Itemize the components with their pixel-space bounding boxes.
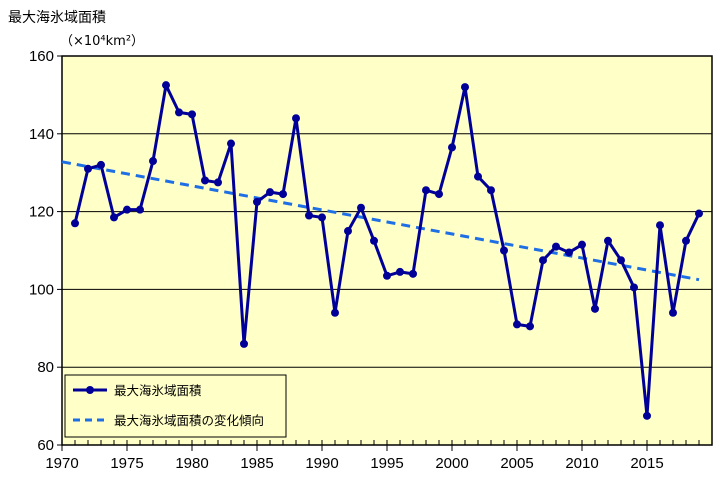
data-point [695,209,703,218]
data-point [422,186,430,195]
x-tick-label: 2000 [435,455,468,472]
x-axis-minor-ticks [74,440,700,445]
data-point [71,219,79,228]
trend-line [61,160,700,282]
data-point [643,411,651,420]
data-point [344,227,352,236]
data-point [188,110,196,119]
data-point [461,83,469,92]
data-point [175,108,183,117]
data-point [487,186,495,195]
data-point [409,269,417,278]
data-point [97,160,105,169]
data-point [357,203,365,212]
data-point [474,172,482,181]
trend-layer [61,160,700,282]
data-point [162,81,170,90]
data-point [331,308,339,317]
data-point [435,190,443,199]
data-point [292,114,300,123]
data-point [656,221,664,230]
data-point [214,178,222,187]
data-point [500,246,508,255]
data-point [123,205,131,214]
legend-label-series: 最大海氷域面積 [114,383,202,398]
legend-label-trend: 最大海氷域面積の変化傾向 [114,413,264,428]
data-point [669,308,677,317]
data-point [396,267,404,276]
y-axis-ticks: 60 80 100 120 140 160 [29,48,62,454]
legend: 最大海氷域面積 最大海氷域面積の変化傾向 [64,374,287,438]
data-point [539,256,547,265]
data-point [110,213,118,222]
y-tick-label: 80 [37,359,54,376]
y-tick-label: 100 [29,281,54,298]
data-point [149,157,157,166]
data-point [318,213,326,222]
data-point [578,240,586,249]
x-tick-label: 1975 [110,455,143,472]
x-tick-label: 1995 [370,455,403,472]
x-tick-label: 1980 [175,455,208,472]
y-tick-label: 120 [29,204,54,221]
data-point [565,248,573,257]
data-point [253,197,261,206]
y-tick-label: 60 [37,437,54,454]
y-axis-label: 最大海氷域面積 [8,10,106,26]
y-tick-label: 140 [29,126,54,143]
x-axis-ticks: 1970 1975 1980 1985 1990 1995 2000 2005 2010 2015 [45,445,664,472]
data-point [266,188,274,197]
y-tick-label: 160 [29,48,54,65]
data-point [604,236,612,245]
data-point [240,339,248,348]
x-tick-label: 2010 [565,455,598,472]
data-point [526,322,534,331]
x-tick-label: 2005 [500,455,533,472]
data-point [136,205,144,214]
data-point [84,164,92,173]
data-point [279,190,287,199]
data-point [305,211,313,220]
legend-box [64,374,287,438]
data-point [513,320,521,329]
data-point [552,242,560,251]
x-tick-label: 1970 [45,455,78,472]
x-tick-label: 2015 [630,455,663,472]
series-layer [71,81,703,420]
legend-series-marker [86,386,94,394]
data-point [201,176,209,185]
data-point [383,271,391,280]
data-point [227,139,235,148]
data-point [682,236,690,245]
data-point [370,236,378,245]
x-tick-label: 1985 [240,455,273,472]
data-point [448,143,456,152]
x-tick-label: 1990 [305,455,338,472]
gridlines [62,133,712,368]
data-point [591,304,599,313]
y-axis-unit: （×10⁴km²） [60,34,144,49]
data-point [617,256,625,265]
data-point [630,283,638,292]
